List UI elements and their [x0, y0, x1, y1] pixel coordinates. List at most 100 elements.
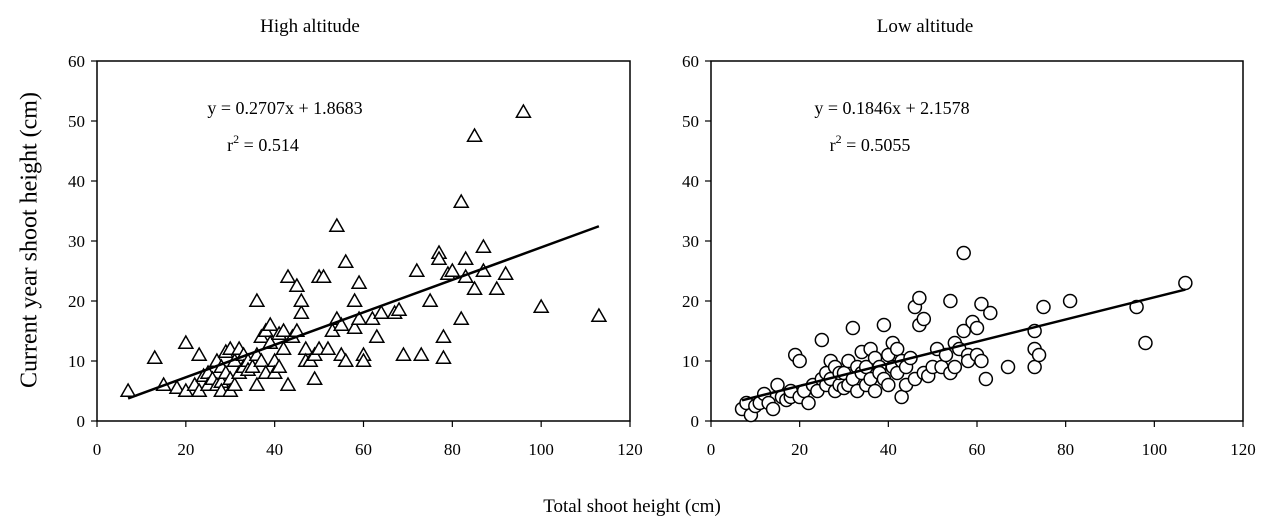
x-tick-label: 100: [528, 440, 554, 459]
data-point: [395, 346, 412, 361]
data-point: [881, 377, 896, 393]
data-point: [315, 268, 332, 283]
data-point: [288, 277, 306, 292]
y-tick-label: 40: [682, 172, 699, 191]
data-point: [532, 298, 550, 313]
data-point: [355, 352, 372, 367]
y-tick-label: 0: [77, 412, 86, 431]
data-point: [435, 328, 452, 343]
data-point: [1178, 275, 1193, 291]
x-tick-label: 0: [93, 440, 102, 459]
data-point: [974, 296, 989, 312]
y-tick-label: 30: [68, 232, 85, 251]
regression-equation: y = 0.1846x + 2.1578: [814, 98, 969, 118]
data-point: [372, 304, 390, 319]
trend-line: [127, 225, 600, 400]
data-point: [279, 376, 297, 391]
data-point: [515, 103, 532, 118]
y-tick-label: 10: [682, 352, 699, 371]
data-point: [261, 316, 279, 331]
data-point: [332, 316, 350, 331]
data-point: [248, 376, 266, 391]
data-point: [119, 382, 137, 397]
y-tick-label: 40: [68, 172, 85, 191]
regression-equation: y = 0.2707x + 1.8683: [207, 98, 362, 118]
data-point: [270, 358, 288, 373]
chart-title: Low altitude: [877, 16, 974, 37]
data-point: [248, 292, 266, 307]
data-point: [226, 376, 243, 391]
data-point: [168, 379, 186, 394]
data-point: [346, 292, 363, 307]
data-point: [1000, 359, 1016, 375]
data-point: [916, 311, 932, 327]
data-point: [275, 322, 292, 337]
y-tick-label: 20: [682, 292, 699, 311]
data-point: [978, 371, 994, 387]
data-point: [435, 349, 452, 364]
x-tick-label: 100: [1142, 440, 1168, 459]
data-point: [1031, 347, 1047, 363]
data-point: [969, 320, 985, 336]
data-point: [275, 340, 292, 355]
x-tick-label: 80: [444, 440, 461, 459]
data-point: [421, 292, 439, 307]
x-tick-label: 60: [969, 440, 986, 459]
data-point: [466, 280, 483, 295]
data-point: [867, 383, 883, 399]
data-point: [814, 332, 830, 348]
x-tick-label: 40: [880, 440, 897, 459]
data-point: [337, 352, 355, 367]
data-point: [801, 395, 816, 411]
data-point: [889, 341, 905, 357]
data-point: [452, 193, 470, 208]
data-point: [293, 304, 310, 319]
x-tick-label: 40: [266, 440, 283, 459]
data-point: [146, 349, 164, 364]
data-point: [412, 346, 430, 361]
y-tick-label: 50: [68, 112, 85, 131]
data-point: [792, 353, 807, 369]
data-point: [983, 305, 998, 321]
data-point: [319, 340, 337, 355]
data-point: [1027, 359, 1042, 375]
panel-1: High altitude 0 10 20 30 40 50 60 0 20 40 60 80 100 12…: [68, 16, 643, 459]
data-point: [974, 353, 989, 369]
data-point: [297, 340, 315, 355]
r-squared-label: r2 = 0.514: [227, 132, 299, 155]
data-point: [390, 301, 408, 316]
data-point: [943, 293, 958, 309]
data-point: [956, 323, 971, 339]
data-point: [346, 319, 363, 334]
data-point: [190, 346, 208, 361]
data-point: [293, 292, 310, 307]
data-point: [1062, 293, 1078, 309]
y-tick-label: 50: [682, 112, 699, 131]
data-point: [337, 253, 355, 268]
data-point: [457, 250, 474, 265]
data-point: [912, 290, 927, 306]
x-tick-label: 80: [1057, 440, 1074, 459]
data-point: [956, 245, 971, 261]
data-point: [306, 370, 323, 385]
trend-line: [741, 288, 1186, 402]
r-squared-label: r2 = 0.5055: [830, 132, 911, 155]
data-point: [452, 310, 470, 325]
chart-title: High altitude: [260, 16, 360, 37]
data-point: [947, 359, 963, 375]
data-point: [408, 262, 426, 277]
data-point: [350, 274, 368, 289]
data-point: [466, 127, 483, 142]
data-point: [368, 328, 386, 343]
data-point: [475, 238, 492, 253]
data-point: [1138, 335, 1153, 351]
data-point: [845, 320, 861, 336]
plot-frame: [710, 60, 1244, 422]
y-tick-label: 10: [68, 352, 85, 371]
data-point: [279, 268, 297, 283]
data-point: [488, 280, 506, 295]
x-tick-label: 120: [617, 440, 643, 459]
data-point: [876, 317, 892, 333]
x-tick-label: 120: [1230, 440, 1256, 459]
